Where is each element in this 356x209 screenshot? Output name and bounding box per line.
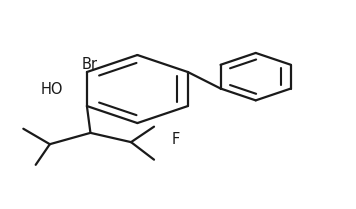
Text: F: F (172, 132, 180, 147)
Text: Br: Br (82, 57, 98, 72)
Text: HO: HO (41, 82, 63, 97)
